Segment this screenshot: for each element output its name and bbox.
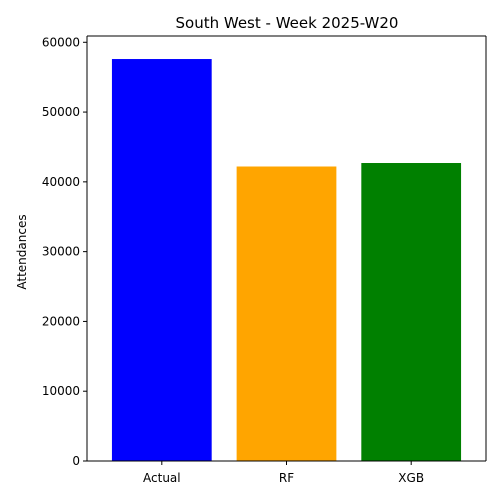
chart-title: South West - Week 2025-W20: [176, 14, 399, 32]
x-tick-label: Actual: [143, 471, 181, 485]
bar-xgb: [361, 163, 462, 462]
x-tick-label: XGB: [398, 471, 424, 485]
y-tick-label: 60000: [42, 35, 80, 49]
y-axis-title: Attendances: [15, 214, 29, 289]
y-tick-label: 20000: [42, 314, 80, 328]
bars-group: [111, 59, 462, 462]
y-ticks-group: 0 10000 20000 30000 40000 50000 60000: [42, 35, 87, 468]
y-tick-label: 0: [72, 454, 80, 468]
y-tick-label: 40000: [42, 175, 80, 189]
x-ticks-group: Actual RF XGB: [143, 461, 424, 485]
y-tick-label: 50000: [42, 105, 80, 119]
y-tick-label: 30000: [42, 245, 80, 259]
x-tick-label: RF: [279, 471, 294, 485]
bar-actual: [111, 59, 212, 462]
y-tick-label: 10000: [42, 384, 80, 398]
bar-rf: [236, 166, 337, 461]
axes-frame: [86, 35, 487, 462]
